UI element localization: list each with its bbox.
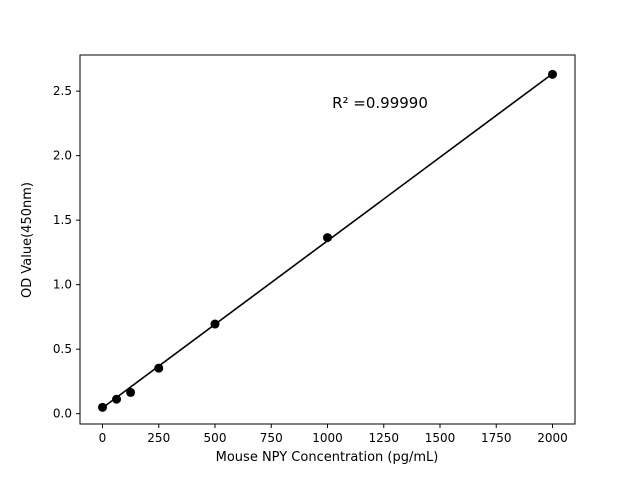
x-tick-label: 500 [204,431,227,445]
y-tick-label: 2.0 [53,149,72,163]
r-squared-annotation: R² =0.99990 [332,94,428,112]
x-tick-label: 1500 [425,431,456,445]
y-tick-label: 1.5 [53,213,72,227]
x-tick-label: 750 [260,431,283,445]
x-tick-label: 2000 [537,431,568,445]
data-point [112,394,122,404]
data-point [98,402,107,412]
y-tick-label: 0.0 [53,407,72,421]
y-axis-label: OD Value(450nm) [20,182,35,298]
data-point [154,363,164,373]
data-point [126,387,136,397]
x-tick-label: 1750 [481,431,512,445]
x-tick-label: 1250 [368,431,399,445]
data-point [210,319,220,329]
plot-area: 0 250 500 750 1000 1250 1500 1750 2000 0.0 0.5 1.0 1… [53,54,576,445]
y-tick-label: 0.5 [53,342,72,356]
y-tick-label: 2.5 [53,84,72,98]
x-axis-label: Mouse NPY Concentration (pg/mL) [216,450,439,465]
data-point [323,233,332,243]
y-tick-label: 1.0 [53,278,72,292]
x-tick-label: 250 [147,431,170,445]
data-point [548,69,557,79]
x-tick-label: 0 [99,431,107,445]
x-tick-label: 1000 [312,431,343,445]
